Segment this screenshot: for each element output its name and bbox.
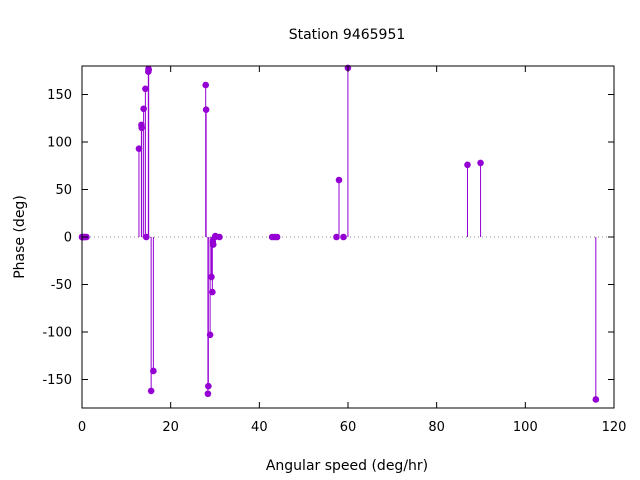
- x-tick-label: 100: [513, 420, 538, 435]
- data-point: [335, 176, 343, 184]
- data-point: [202, 81, 209, 89]
- data-point: [209, 241, 217, 248]
- data-point: [333, 233, 340, 241]
- data-point: [208, 273, 215, 281]
- y-tick-label: -150: [42, 373, 72, 388]
- x-tick-label: 120: [602, 420, 627, 435]
- x-tick-label: 60: [340, 420, 357, 435]
- chart-title: Station 9465951: [289, 27, 406, 43]
- y-axis-ticks: -150 -100 -50 0 50 100 150: [42, 88, 614, 388]
- data-point: [150, 367, 157, 375]
- data-point: [477, 159, 484, 167]
- data-point: [204, 390, 212, 398]
- data-point: [273, 233, 281, 241]
- y-tick-label: 0: [64, 231, 72, 246]
- y-tick-label: -100: [42, 326, 72, 341]
- y-tick-label: -50: [51, 278, 72, 293]
- data-points: [78, 64, 600, 403]
- data-point: [209, 288, 216, 296]
- data-point: [202, 106, 210, 113]
- x-tick-label: 80: [428, 420, 445, 435]
- y-tick-label: 100: [47, 136, 72, 151]
- data-point: [142, 85, 149, 93]
- x-tick-label: 0: [78, 420, 86, 435]
- impulse-lines: [138, 67, 597, 400]
- x-axis-ticks: 0 20 40 60 80 100 120: [78, 66, 627, 435]
- data-point: [216, 233, 223, 241]
- data-point: [464, 161, 471, 169]
- data-point: [145, 66, 152, 74]
- x-axis-label: Angular speed (deg/hr): [266, 458, 428, 474]
- y-tick-label: 50: [55, 183, 72, 198]
- data-point: [147, 387, 155, 395]
- data-point: [205, 382, 212, 390]
- data-point: [340, 233, 347, 241]
- y-tick-label: 150: [47, 88, 72, 103]
- y-axis-label: Phase (deg): [12, 195, 28, 279]
- data-point: [142, 233, 150, 241]
- data-point: [138, 124, 146, 132]
- x-tick-label: 40: [251, 420, 268, 435]
- data-point: [140, 105, 147, 113]
- data-point: [135, 145, 143, 152]
- plot-frame: [81, 65, 615, 409]
- data-point: [592, 396, 600, 403]
- data-point: [206, 331, 214, 339]
- x-tick-label: 20: [162, 420, 179, 435]
